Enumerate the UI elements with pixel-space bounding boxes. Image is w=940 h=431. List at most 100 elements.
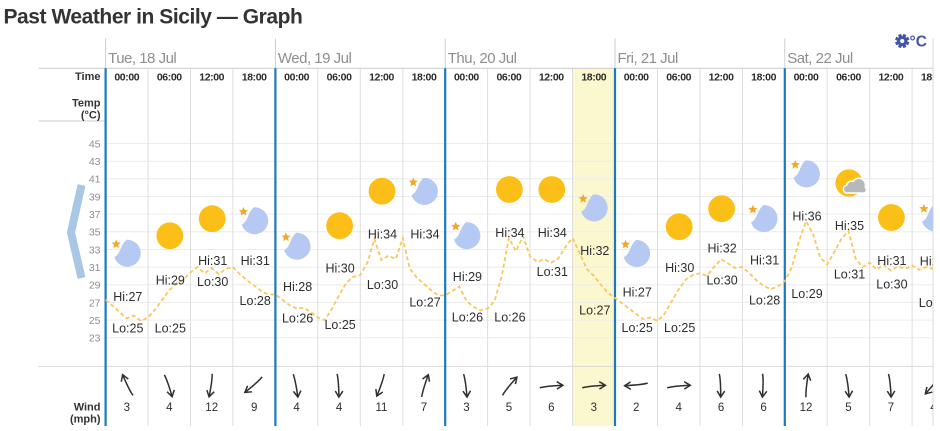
svg-text:Hi:28: Hi:28 xyxy=(283,280,312,294)
svg-text:4: 4 xyxy=(166,402,173,414)
svg-text:Lo:28: Lo:28 xyxy=(749,293,780,307)
svg-text:Thu, 20 Jul: Thu, 20 Jul xyxy=(448,50,517,67)
svg-text:2: 2 xyxy=(633,402,639,414)
svg-text:Lo:26: Lo:26 xyxy=(494,311,525,325)
svg-text:Lo:25: Lo:25 xyxy=(112,322,143,336)
svg-text:Hi:34: Hi:34 xyxy=(410,228,439,242)
svg-text:11: 11 xyxy=(376,402,388,414)
svg-text:Wind: Wind xyxy=(74,402,101,414)
svg-text:7: 7 xyxy=(421,402,427,414)
svg-text:Hi:31: Hi:31 xyxy=(241,254,270,268)
svg-text:18:00: 18:00 xyxy=(242,71,267,83)
svg-text:Lo:31: Lo:31 xyxy=(834,268,865,282)
svg-text:23: 23 xyxy=(89,333,101,345)
svg-text:7: 7 xyxy=(888,402,894,414)
svg-text:12:00: 12:00 xyxy=(369,71,394,83)
svg-text:Sat, 22 Jul: Sat, 22 Jul xyxy=(787,50,853,67)
svg-text:Hi:27: Hi:27 xyxy=(623,286,652,300)
svg-text:Hi:29: Hi:29 xyxy=(453,270,482,284)
svg-text:Lo:28: Lo:28 xyxy=(240,294,271,308)
svg-text:12:00: 12:00 xyxy=(709,71,734,83)
svg-text:12:00: 12:00 xyxy=(199,71,224,83)
svg-text:Lo:31: Lo:31 xyxy=(537,265,568,279)
svg-text:06:00: 06:00 xyxy=(836,71,861,83)
svg-text:5: 5 xyxy=(845,402,851,414)
svg-text:6: 6 xyxy=(548,402,554,414)
svg-text:Lo:30: Lo:30 xyxy=(706,273,737,287)
svg-text:37: 37 xyxy=(89,209,101,221)
svg-text:5: 5 xyxy=(506,402,512,414)
svg-text:Hi:34: Hi:34 xyxy=(368,228,397,242)
svg-text:33: 33 xyxy=(89,244,101,256)
svg-text:Lo:30: Lo:30 xyxy=(919,296,940,310)
svg-text:Hi:31: Hi:31 xyxy=(877,254,906,268)
svg-text:Lo:26: Lo:26 xyxy=(282,312,313,326)
svg-text:Temp: Temp xyxy=(72,98,101,110)
svg-text:45: 45 xyxy=(89,138,101,150)
svg-text:Lo:25: Lo:25 xyxy=(664,321,695,335)
svg-text:06:00: 06:00 xyxy=(157,71,182,83)
svg-text:Lo:25: Lo:25 xyxy=(324,318,355,332)
svg-text:Hi:31: Hi:31 xyxy=(920,255,940,269)
svg-text:06:00: 06:00 xyxy=(496,71,521,83)
svg-text:Lo:27: Lo:27 xyxy=(409,296,440,310)
svg-text:35: 35 xyxy=(89,227,101,239)
svg-text:Hi:34: Hi:34 xyxy=(538,226,567,240)
svg-text:3: 3 xyxy=(463,402,469,414)
svg-text:Time: Time xyxy=(75,71,100,83)
svg-text:Lo:27: Lo:27 xyxy=(579,304,610,318)
svg-text:6: 6 xyxy=(718,402,724,414)
svg-text:9: 9 xyxy=(251,402,257,414)
svg-text:29: 29 xyxy=(89,280,101,292)
svg-text:25: 25 xyxy=(89,315,101,327)
svg-text:Tue, 18 Jul: Tue, 18 Jul xyxy=(108,50,176,67)
svg-text:18:00: 18:00 xyxy=(412,71,437,83)
svg-text:31: 31 xyxy=(89,262,101,274)
svg-text:Lo:30: Lo:30 xyxy=(367,278,398,292)
svg-text:Lo:26: Lo:26 xyxy=(452,311,483,325)
svg-text:Hi:36: Hi:36 xyxy=(792,210,821,224)
svg-text:Past Weather in Sicily — Graph: Past Weather in Sicily — Graph xyxy=(4,5,303,28)
svg-text:18:00: 18:00 xyxy=(921,71,940,83)
svg-text:06:00: 06:00 xyxy=(327,71,352,83)
svg-text:3: 3 xyxy=(124,402,130,414)
svg-text:4: 4 xyxy=(675,402,682,414)
svg-text:00:00: 00:00 xyxy=(114,71,139,83)
svg-text:4: 4 xyxy=(336,402,343,414)
svg-text:Hi:32: Hi:32 xyxy=(580,244,609,258)
svg-text:12: 12 xyxy=(800,402,813,414)
svg-text:Lo:25: Lo:25 xyxy=(622,321,653,335)
svg-text:Hi:30: Hi:30 xyxy=(326,262,355,276)
svg-text:18:00: 18:00 xyxy=(581,71,606,83)
svg-text:00:00: 00:00 xyxy=(284,71,309,83)
svg-text:3: 3 xyxy=(591,402,597,414)
svg-text:6: 6 xyxy=(760,402,766,414)
svg-text:Hi:31: Hi:31 xyxy=(750,253,779,267)
svg-text:27: 27 xyxy=(89,297,101,309)
svg-text:00:00: 00:00 xyxy=(624,71,649,83)
svg-text:Hi:35: Hi:35 xyxy=(835,219,864,233)
svg-text:°C: °C xyxy=(910,34,927,51)
svg-text:Lo:25: Lo:25 xyxy=(155,322,186,336)
svg-text:12: 12 xyxy=(205,402,218,414)
svg-text:00:00: 00:00 xyxy=(794,71,819,83)
svg-text:Hi:34: Hi:34 xyxy=(495,226,524,240)
svg-text:Hi:30: Hi:30 xyxy=(665,261,694,275)
svg-text:18:00: 18:00 xyxy=(751,71,776,83)
svg-text:Lo:30: Lo:30 xyxy=(876,278,907,292)
svg-text:Fri, 21 Jul: Fri, 21 Jul xyxy=(618,50,679,67)
svg-text:Hi:32: Hi:32 xyxy=(708,241,737,255)
svg-text:39: 39 xyxy=(89,191,101,203)
svg-text:06:00: 06:00 xyxy=(666,71,691,83)
svg-text:4: 4 xyxy=(930,402,937,414)
svg-text:Lo:29: Lo:29 xyxy=(791,287,822,301)
svg-text:Hi:31: Hi:31 xyxy=(198,254,227,268)
svg-text:Hi:29: Hi:29 xyxy=(156,273,185,287)
svg-text:(°C): (°C) xyxy=(81,110,101,122)
svg-text:12:00: 12:00 xyxy=(878,71,903,83)
svg-text:4: 4 xyxy=(293,402,300,414)
svg-text:00:00: 00:00 xyxy=(454,71,479,83)
svg-text:Hi:27: Hi:27 xyxy=(113,290,142,304)
svg-text:Wed, 19 Jul: Wed, 19 Jul xyxy=(278,50,352,67)
svg-text:43: 43 xyxy=(89,156,101,168)
